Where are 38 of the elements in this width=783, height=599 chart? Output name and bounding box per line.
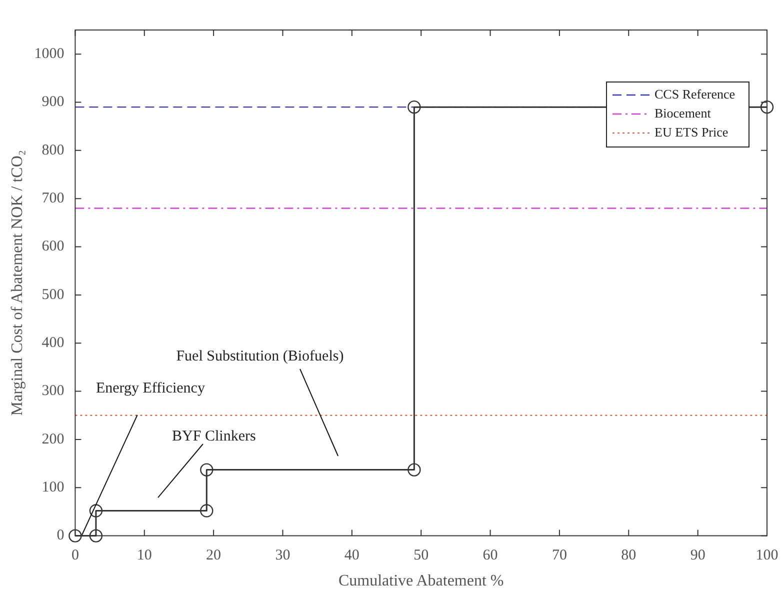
y-axis-title: Marginal Cost of Abatement NOK / tCO₂: [8, 150, 26, 416]
y-tick-label: 0: [56, 528, 64, 544]
y-tick-label: 100: [42, 480, 64, 496]
y-tick-label: 800: [42, 142, 64, 158]
x-axis-title: Cumulative Abatement %: [338, 572, 504, 590]
point: [760, 100, 774, 114]
x-tick-label: 70: [552, 548, 567, 564]
point: [200, 504, 214, 518]
point: [408, 100, 421, 114]
point: [68, 529, 82, 542]
point: [89, 529, 103, 542]
y-tick-label: 600: [42, 238, 64, 255]
x-tick-label: 10: [136, 548, 152, 564]
legend-label: EU ETS Price: [654, 124, 728, 140]
y-tick-label: 700: [42, 190, 64, 207]
point: [200, 463, 214, 476]
x-tick-label: 50: [414, 548, 429, 564]
y-tick-label: 200: [42, 431, 64, 448]
annotation: Energy Efficiency: [96, 380, 206, 397]
y-tick-label: 900: [42, 94, 64, 110]
x-tick-label: 40: [344, 548, 360, 564]
x-tick-label: 20: [206, 548, 222, 564]
x-tick-label: 90: [690, 548, 706, 564]
x-tick-label: 80: [621, 548, 636, 564]
point: [408, 463, 421, 476]
x-tick-label: 30: [275, 548, 290, 564]
y-tick-label: 500: [42, 286, 64, 303]
x-tick-label: 100: [756, 548, 778, 564]
y-tick-label: 400: [42, 335, 64, 352]
x-tick-label: 60: [482, 548, 498, 564]
legend-label: Biocement: [654, 105, 712, 120]
y-tick-label: 300: [42, 383, 64, 400]
point: [89, 504, 103, 518]
legend-label: CCS Reference: [654, 86, 736, 102]
annotation: BYF Clinkers: [172, 428, 256, 445]
annotation: Fuel Substitution (Biofuels): [176, 348, 344, 365]
y-tick-label: 1000: [34, 46, 64, 62]
x-tick-label: 0: [71, 548, 79, 564]
